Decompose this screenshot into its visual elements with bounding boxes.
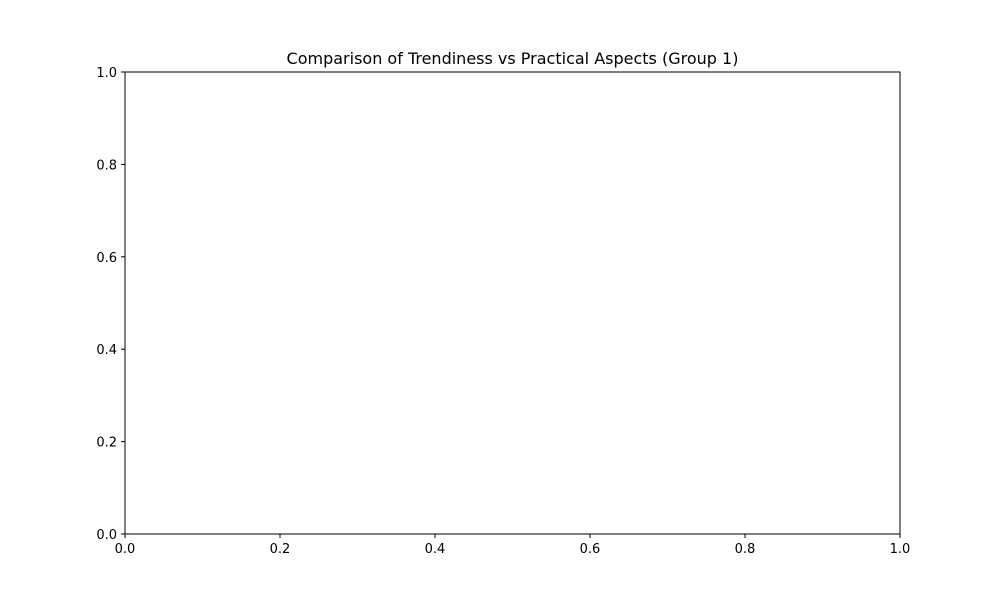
y-axis: 0.0 0.2 0.4 0.6 0.8 1.0: [96, 66, 125, 543]
x-tick-label: 0.8: [735, 542, 756, 557]
plot-area: [124, 71, 901, 535]
y-tick-label: 0.8: [96, 158, 117, 173]
y-tick-label: 0.6: [96, 251, 117, 266]
x-tick-label: 1.0: [890, 542, 911, 557]
y-tick-label: 0.0: [96, 528, 117, 543]
y-tick-label: 0.2: [96, 436, 117, 451]
y-tick-label: 0.4: [96, 343, 117, 358]
x-tick-label: 0.2: [270, 542, 291, 557]
y-tick-label: 1.0: [96, 66, 117, 81]
x-tick-label: 0.0: [115, 542, 136, 557]
x-tick-label: 0.6: [580, 542, 601, 557]
x-tick-label: 0.4: [425, 542, 446, 557]
x-axis: 0.0 0.2 0.4 0.6 0.8 1.0: [115, 534, 911, 557]
chart-title: Comparison of Trendiness vs Practical As…: [287, 49, 739, 68]
